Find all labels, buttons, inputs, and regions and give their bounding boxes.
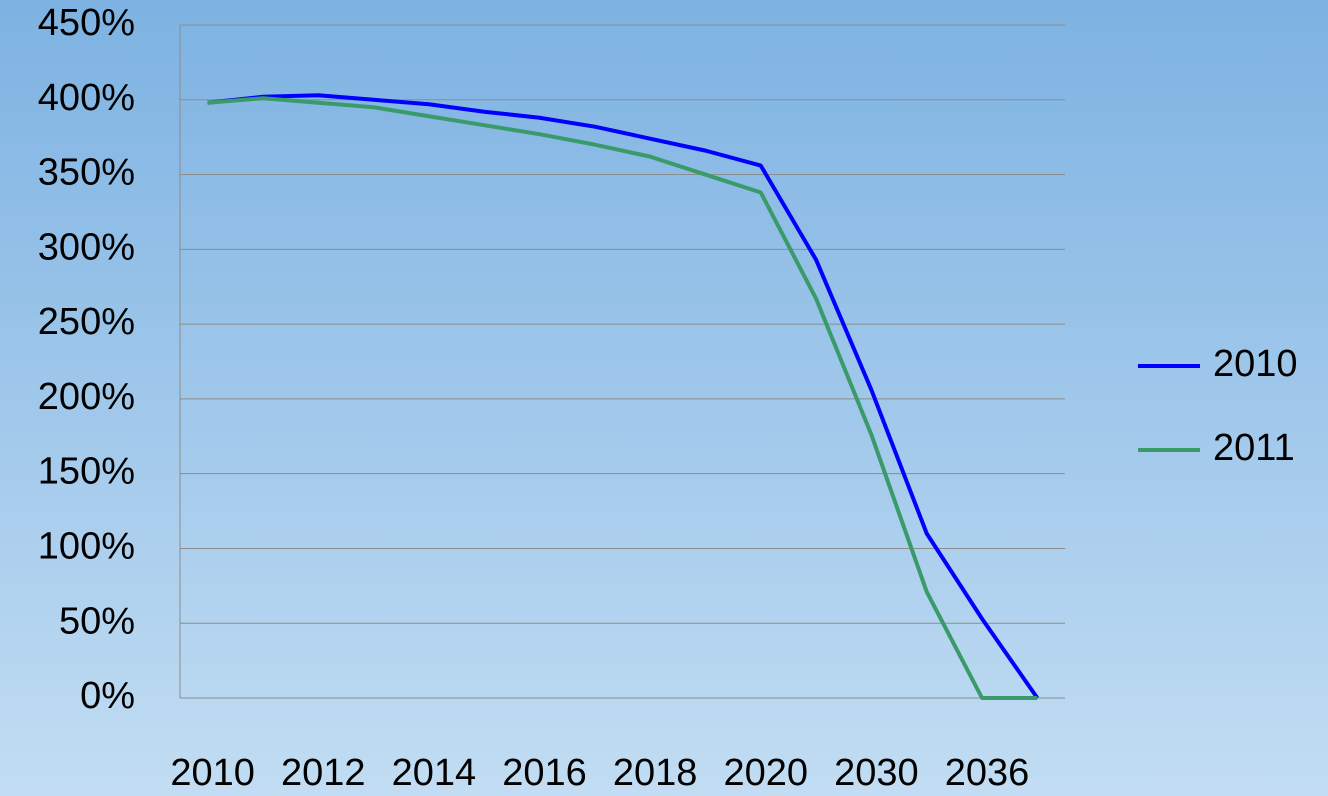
x-tick-label: 2030 xyxy=(834,752,919,794)
y-tick-label: 300% xyxy=(38,226,135,268)
x-tick-label: 2018 xyxy=(613,752,698,794)
y-tick-label: 50% xyxy=(59,600,135,642)
legend-label: 2011 xyxy=(1213,427,1295,469)
y-tick-label: 100% xyxy=(38,525,135,567)
data-line xyxy=(207,93,1039,700)
y-tick-label: 450% xyxy=(38,2,135,44)
y-tick-label: 200% xyxy=(38,376,135,418)
data-line xyxy=(207,96,1038,700)
x-tick-label: 2012 xyxy=(281,752,366,794)
y-tick-label: 350% xyxy=(38,152,135,194)
x-tick-label: 2010 xyxy=(170,752,255,794)
x-tick-label: 2014 xyxy=(392,752,477,794)
y-tick-label: 250% xyxy=(38,301,135,343)
x-tick-label: 2016 xyxy=(502,752,587,794)
x-tick-label: 2036 xyxy=(945,752,1030,794)
legend-label: 2010 xyxy=(1213,343,1298,385)
y-tick-label: 400% xyxy=(38,77,135,119)
y-tick-label: 0% xyxy=(80,675,135,717)
x-tick-label: 2020 xyxy=(724,752,809,794)
y-tick-label: 150% xyxy=(38,451,135,493)
